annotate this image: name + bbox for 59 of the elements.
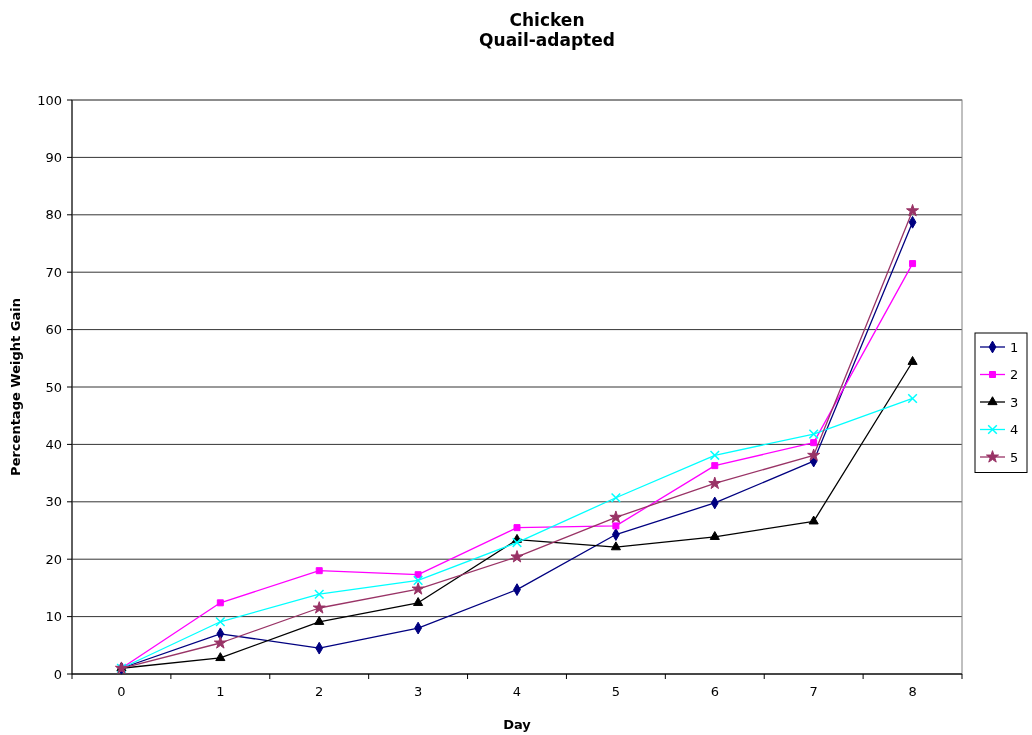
legend-label: 3	[1010, 394, 1019, 410]
legend-label: 2	[1010, 367, 1019, 383]
point	[909, 260, 917, 268]
point	[213, 636, 227, 649]
point	[906, 203, 920, 217]
point	[907, 355, 918, 365]
x-tick-label: 7	[809, 684, 818, 699]
point	[312, 601, 326, 614]
point	[413, 597, 424, 606]
y-tick-label: 30	[45, 494, 62, 510]
x-tick-label: 1	[216, 684, 225, 699]
x-tick-label: 0	[117, 684, 126, 699]
point	[215, 652, 226, 662]
point	[414, 571, 422, 579]
y-tick-label: 10	[45, 609, 62, 625]
y-axis-title: Percentage Weight Gain	[8, 298, 23, 476]
point	[314, 616, 325, 625]
legend-label: 1	[1010, 339, 1019, 355]
x-tick-label: 2	[315, 684, 324, 699]
x-tick-label: 6	[710, 684, 719, 699]
point	[709, 531, 720, 540]
point	[907, 393, 918, 404]
point	[808, 429, 819, 440]
point	[510, 550, 524, 563]
chart-title: Chicken Quail-adapted	[479, 10, 615, 50]
point	[411, 582, 425, 595]
point	[807, 448, 821, 461]
point	[609, 510, 623, 523]
y-tick-label: 60	[45, 322, 62, 338]
legend-label: 5	[1010, 449, 1019, 465]
y-tick-label: 100	[37, 92, 62, 108]
point	[314, 589, 325, 600]
point	[709, 450, 720, 461]
point	[511, 537, 523, 548]
point	[315, 567, 323, 575]
x-tick-label: 4	[512, 684, 522, 699]
y-tick-label: 80	[45, 207, 62, 223]
point	[513, 524, 521, 532]
point	[413, 575, 424, 586]
point	[610, 492, 621, 503]
point	[610, 541, 621, 551]
y-tick-label: 0	[53, 666, 62, 682]
y-tick-label: 50	[45, 379, 62, 395]
legend-label: 4	[1010, 422, 1019, 438]
y-tick-label: 70	[45, 264, 62, 280]
y-tick-label: 20	[45, 551, 62, 567]
x-tick-label: 8	[908, 684, 917, 699]
point	[808, 515, 819, 525]
point	[810, 439, 818, 447]
x-tick-label: 5	[611, 684, 621, 699]
point	[215, 616, 226, 627]
y-tick-label: 40	[45, 436, 62, 452]
point	[708, 476, 722, 490]
point	[711, 462, 719, 470]
x-tick-label: 3	[413, 684, 423, 699]
point	[612, 522, 620, 530]
x-axis-title: Day	[503, 717, 532, 732]
y-tick-label: 90	[45, 149, 62, 165]
point	[216, 599, 224, 607]
